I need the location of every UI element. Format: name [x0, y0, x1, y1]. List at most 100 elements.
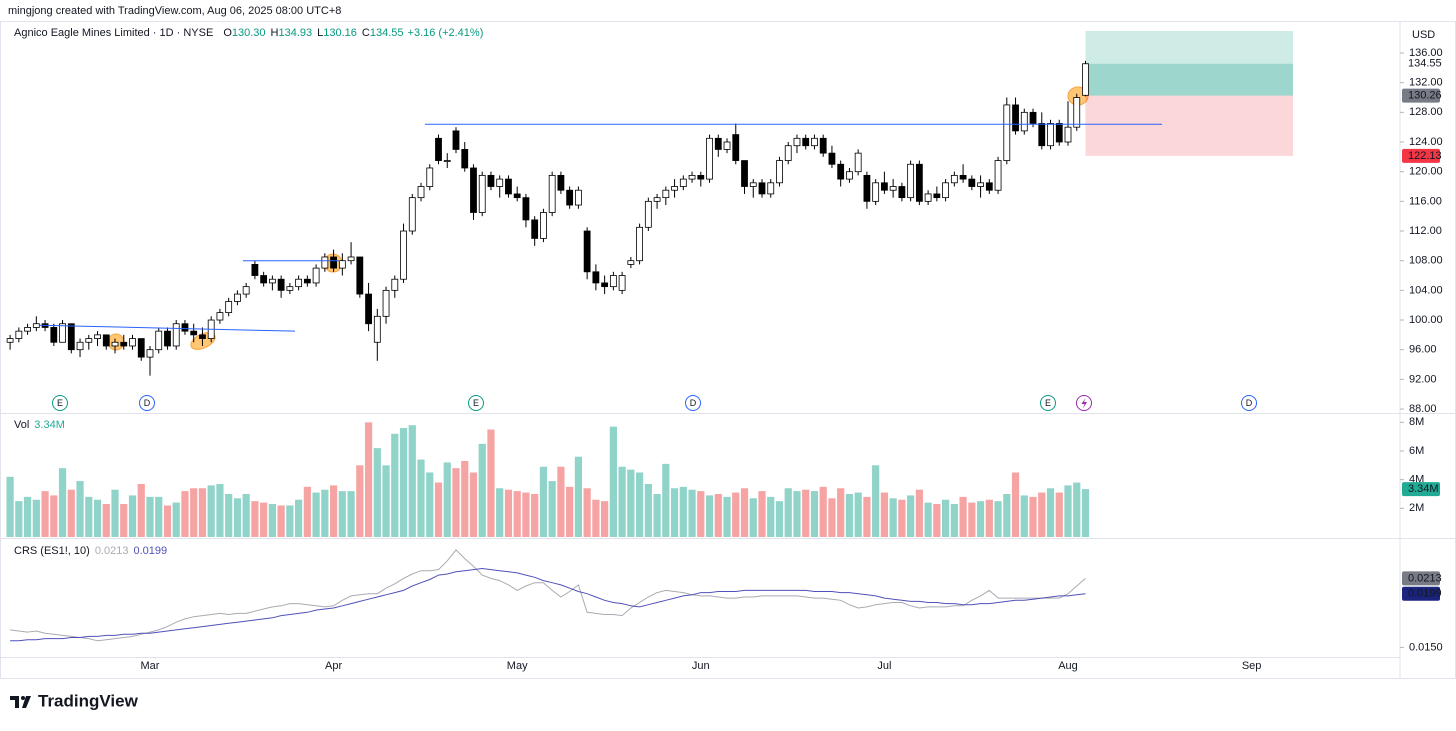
candle-body — [1003, 104, 1011, 161]
candle-body — [548, 174, 556, 213]
volume-bar — [181, 491, 189, 537]
volume-bar — [260, 502, 268, 537]
volume-bar — [15, 501, 23, 537]
volume-bar — [889, 498, 897, 537]
volume-bar — [539, 466, 548, 537]
candle-body — [408, 197, 416, 232]
volume-bar — [50, 495, 58, 537]
legend: Agnico Eagle Mines Limited · 1D · NYSE O1… — [14, 27, 483, 39]
volume-bar — [583, 488, 591, 537]
volume-bar — [1064, 485, 1072, 537]
y-tick-label: 8M — [1409, 416, 1424, 428]
volume-bar — [1020, 495, 1028, 537]
candle-body — [1029, 111, 1037, 124]
logo: TradingView — [10, 691, 139, 710]
volume-bar — [312, 492, 320, 537]
candle-body — [225, 301, 233, 314]
candle-body — [872, 182, 880, 202]
candle-body — [706, 137, 713, 180]
volume-bar — [880, 492, 888, 537]
volume-bar — [1029, 496, 1037, 537]
volume-bar — [426, 472, 434, 537]
logo-mark — [10, 696, 19, 708]
volume-bar — [32, 499, 40, 537]
candle-body — [767, 182, 775, 195]
candle-body — [102, 334, 110, 347]
candle-body — [487, 174, 495, 187]
candle-body — [137, 338, 145, 358]
candle-body — [356, 256, 364, 295]
volume-bar — [329, 485, 338, 537]
candle-body — [574, 189, 582, 206]
candle-body — [889, 186, 897, 191]
volume-bar — [120, 504, 128, 537]
volume-bar — [303, 486, 311, 537]
candle-body — [846, 171, 853, 180]
candle-body — [671, 186, 678, 191]
volume-bar — [41, 491, 49, 537]
candle-body — [365, 293, 372, 325]
candle-body — [417, 186, 425, 199]
vol-title: Vol — [14, 419, 29, 431]
candle-body — [76, 341, 84, 351]
volume-bar — [198, 488, 207, 537]
event-icon — [1081, 398, 1087, 409]
candle-body — [321, 256, 329, 269]
volume-bar — [522, 492, 530, 537]
candle-body — [1073, 97, 1081, 128]
volume-bar — [111, 489, 119, 537]
candle-body — [828, 152, 836, 165]
candle-body — [1082, 63, 1089, 96]
volume-bar — [723, 496, 731, 537]
crs-label: 0.0213 — [1408, 572, 1442, 584]
volume-bar — [601, 501, 609, 537]
event-circle — [685, 395, 701, 411]
volume-bar — [810, 491, 819, 537]
candle-body — [496, 178, 504, 187]
y-tick-label: 120.00 — [1409, 166, 1443, 178]
volume-bar — [417, 459, 425, 537]
candle-body — [1055, 123, 1063, 143]
volume-bar — [172, 502, 180, 537]
volume-bar — [915, 489, 923, 537]
volume-bar — [653, 493, 661, 537]
volume-bar — [207, 485, 215, 537]
volume-bar — [898, 499, 906, 537]
event-label: E — [57, 398, 63, 408]
event-label: D — [690, 398, 697, 408]
candle-body — [181, 323, 189, 332]
volume-bar — [837, 488, 845, 537]
candle-body — [758, 182, 766, 195]
y-tick-label: 124.00 — [1409, 136, 1443, 148]
volume-bar — [146, 496, 154, 537]
y-tick-label: 136.00 — [1409, 47, 1443, 59]
volume-label: 3.34M — [1408, 483, 1439, 495]
volume-bar — [609, 426, 617, 537]
candle-body — [522, 197, 530, 221]
volume-bar — [531, 493, 539, 537]
y-tick-label: 6M — [1409, 445, 1424, 457]
currency: USD — [1412, 29, 1435, 41]
volume-bar — [356, 465, 364, 537]
position-target-zone — [1085, 30, 1293, 96]
candle-body — [1020, 111, 1028, 132]
candle-body — [1038, 123, 1046, 147]
volume-bar — [268, 504, 276, 537]
candle-body — [898, 186, 906, 199]
entry-label-box — [1402, 88, 1440, 103]
crs-title: CRS (ES1!, 10) — [14, 545, 90, 557]
volume-bar — [985, 499, 993, 537]
candle-body — [819, 137, 827, 154]
volume-bar — [233, 498, 242, 537]
legend-key: C — [362, 27, 370, 39]
volume-bar — [513, 491, 521, 537]
volume-bar — [137, 483, 145, 537]
candle-body — [85, 338, 93, 343]
volume-bar — [163, 505, 172, 537]
legend-key: L — [317, 27, 323, 39]
candle-body — [985, 182, 993, 191]
volume-bar — [670, 488, 679, 537]
volume-bar — [338, 491, 346, 537]
